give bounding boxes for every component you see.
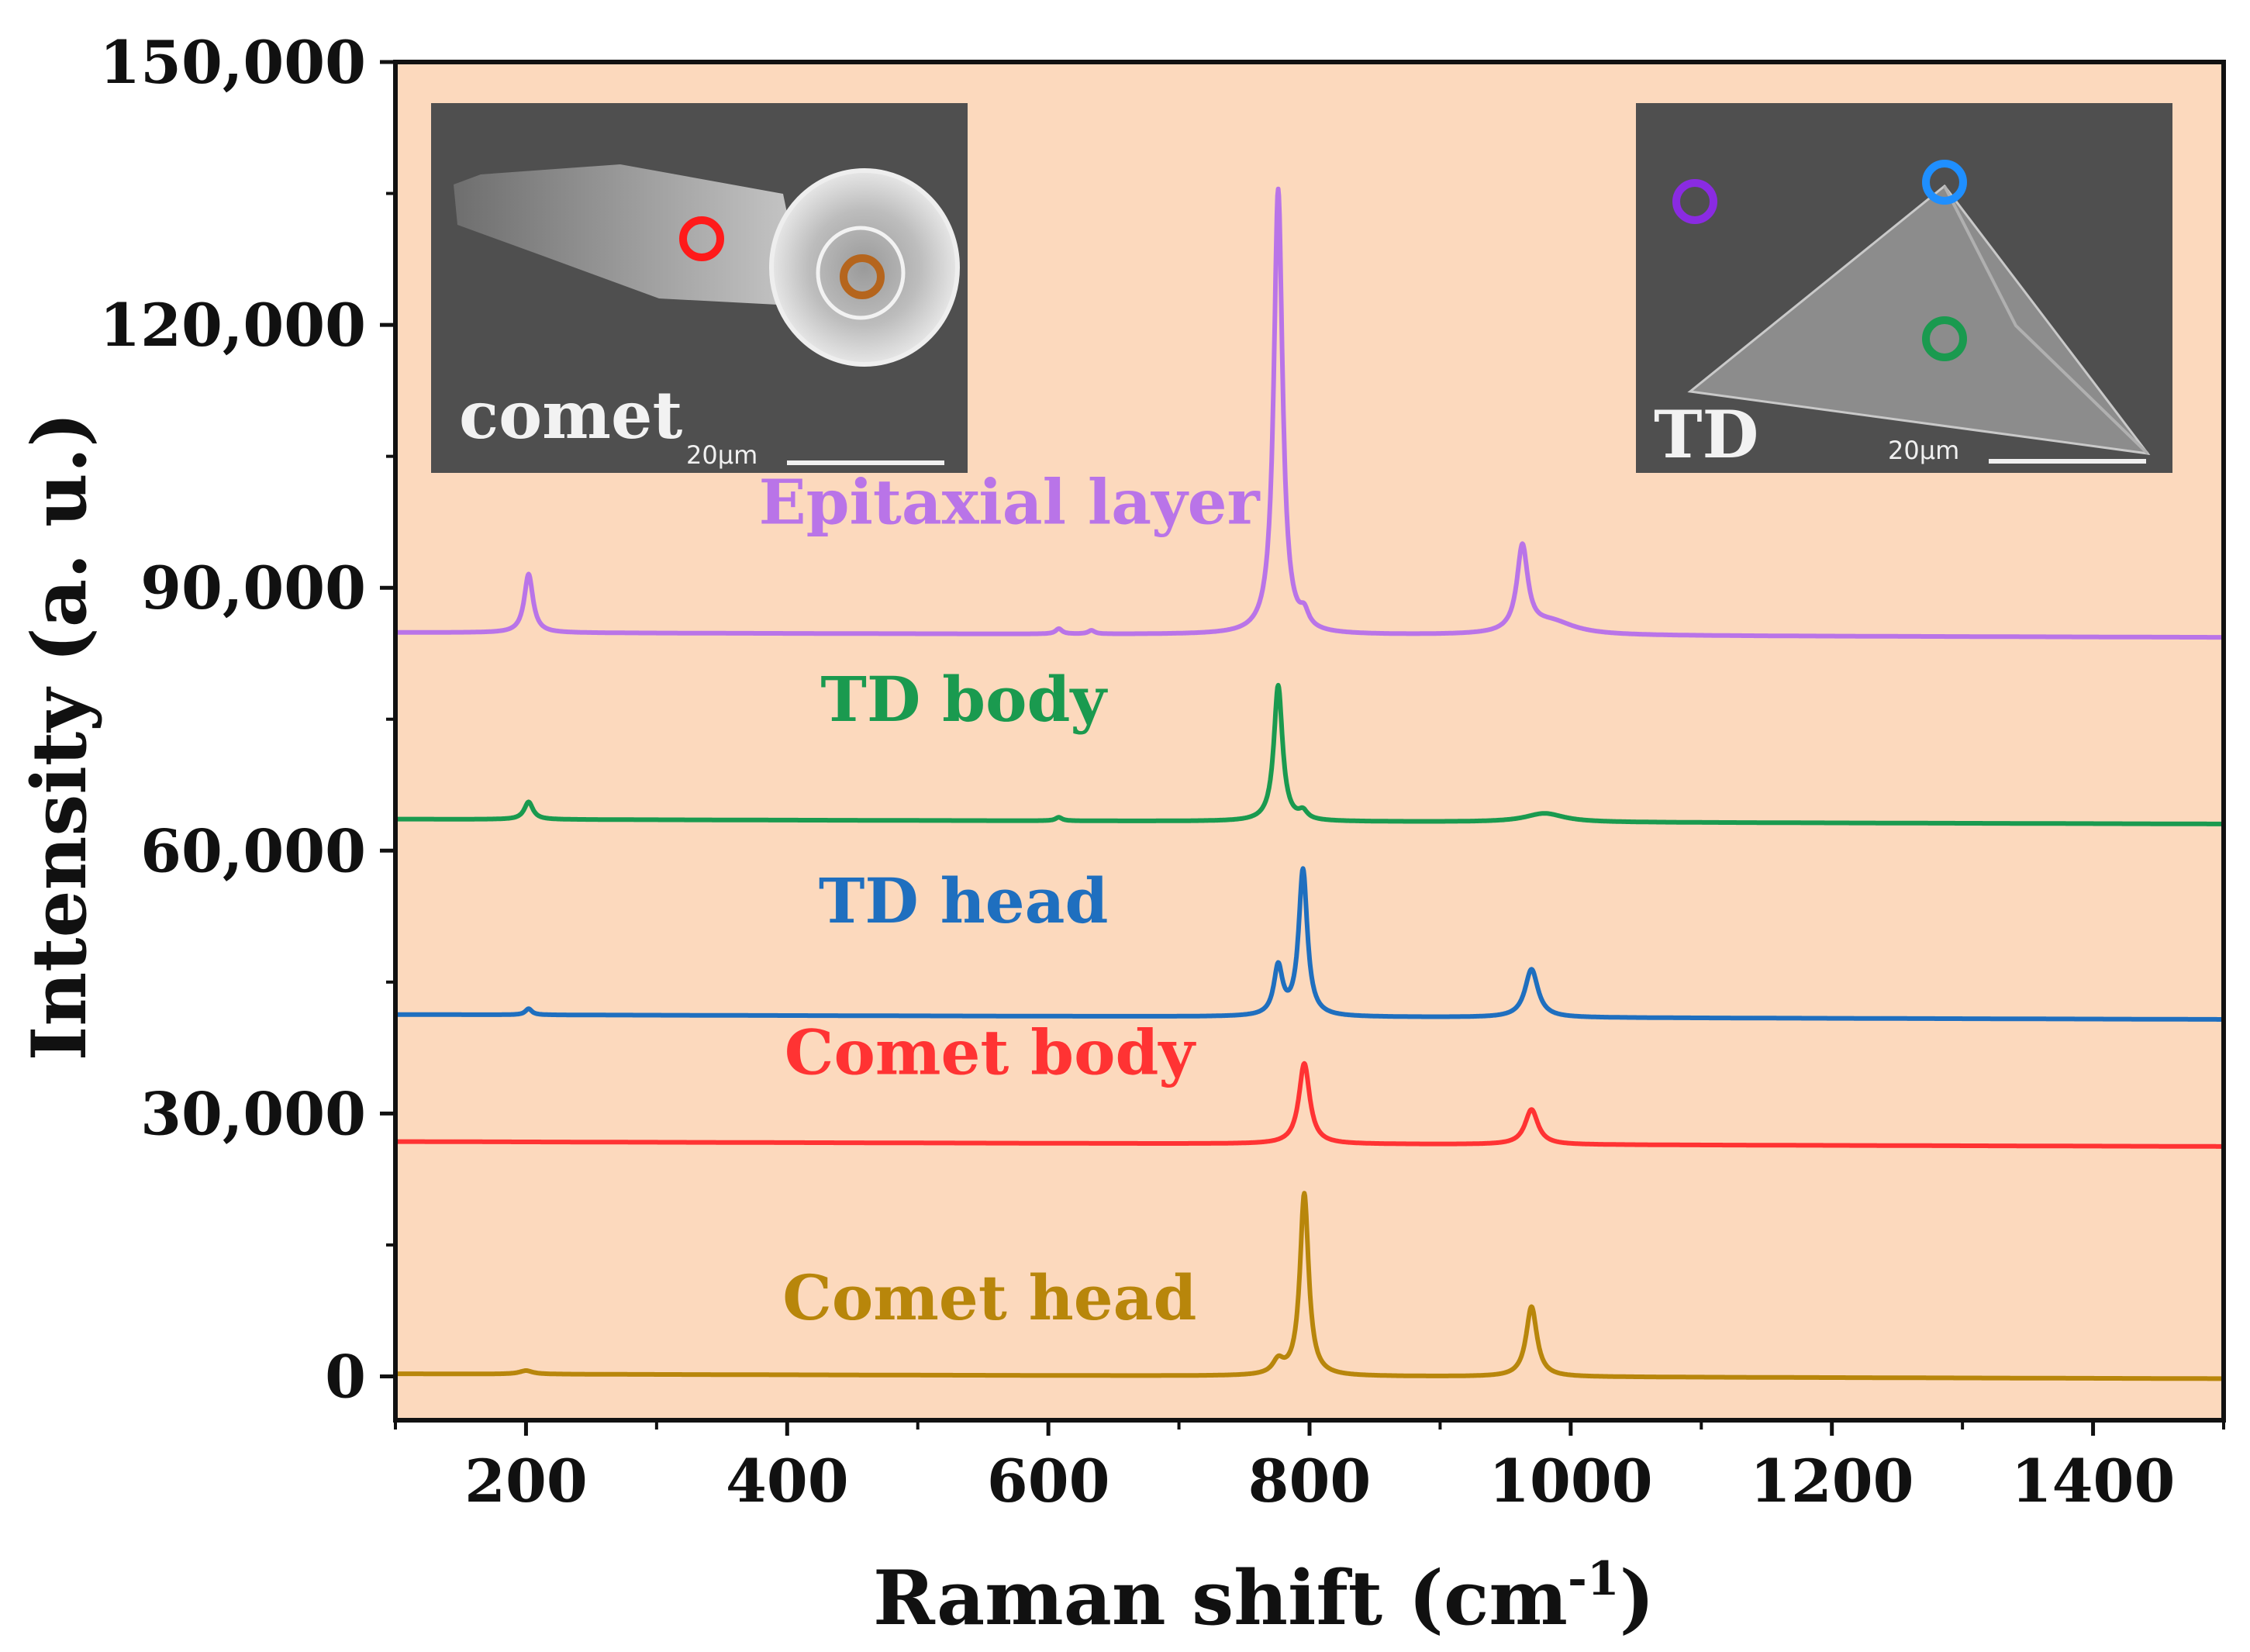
series-label-epitaxial-layer: Epitaxial layer: [759, 466, 1261, 539]
inset-comet-label: comet: [459, 377, 682, 454]
series-line-td-body: [393, 682, 2226, 826]
y-tick-label-120000: 120,000: [99, 291, 366, 360]
x-tick-label-200: 200: [464, 1447, 588, 1516]
comet-body-marker: [679, 216, 724, 261]
inset-td-scale-label: 20μm: [1888, 436, 1959, 465]
y-tick-label-0: 0: [325, 1342, 366, 1411]
series-label-comet-head: Comet head: [782, 1261, 1196, 1334]
inset-td-label: TD: [1654, 396, 1758, 473]
x-tick-label-800: 800: [1248, 1447, 1372, 1516]
series-label-td-body: TD body: [820, 663, 1108, 736]
x-tick-label-400: 400: [726, 1447, 849, 1516]
x-tick-label-1400: 1400: [2011, 1447, 2176, 1516]
td-pyramid-shape: [1687, 184, 2151, 455]
inset-comet: comet 20μm: [431, 103, 968, 473]
x-tick-label-1200: 1200: [1750, 1447, 1914, 1516]
y-tick-label-90000: 90,000: [140, 554, 366, 623]
y-tick-label-30000: 30,000: [140, 1079, 366, 1148]
series-labels: Comet head Comet body TD head TD body Epitax…: [759, 466, 1261, 1334]
series-line-comet-body: [393, 1061, 2226, 1149]
series-layer: [393, 186, 2226, 1381]
y-axis-title: Intensity (a. u.): [16, 412, 103, 1061]
comet-tail-shape: [454, 164, 806, 306]
epitaxial-marker: [1672, 179, 1717, 224]
axes: 200 400 600 800 1000 1200 1400 0 30,000 60,000 90,…: [99, 28, 2225, 1516]
inset-comet-scale-label: 20μm: [686, 440, 757, 470]
y-tick-label-150000: 150,000: [99, 28, 366, 97]
td-head-marker: [1922, 160, 1967, 205]
x-axis-title-sup: -1: [1568, 1552, 1620, 1606]
comet-head-core: [816, 226, 906, 320]
td-ridge: [1943, 185, 2149, 455]
series-line-epitaxial-layer: [393, 186, 2226, 640]
x-axis-title-tail: ): [1620, 1554, 1655, 1642]
x-axis-title: Raman shift (cm-1): [873, 1552, 1655, 1642]
x-tick-label-1000: 1000: [1489, 1447, 1653, 1516]
inset-td: TD 20μm: [1636, 103, 2172, 473]
y-tick-label-60000: 60,000: [140, 816, 366, 885]
x-tick-label-600: 600: [987, 1447, 1110, 1516]
series-label-td-head: TD head: [819, 864, 1109, 937]
series-line-td-head: [393, 866, 2226, 1022]
comet-head-shape: [769, 168, 960, 367]
series-label-comet-body: Comet body: [785, 1016, 1197, 1089]
comet-head-marker: [840, 254, 885, 299]
plot-frame: [393, 60, 2226, 1423]
series-line-comet-head: [393, 1191, 2226, 1381]
td-body-marker: [1922, 316, 1967, 361]
x-axis-title-main: Raman shift (cm: [873, 1554, 1568, 1642]
